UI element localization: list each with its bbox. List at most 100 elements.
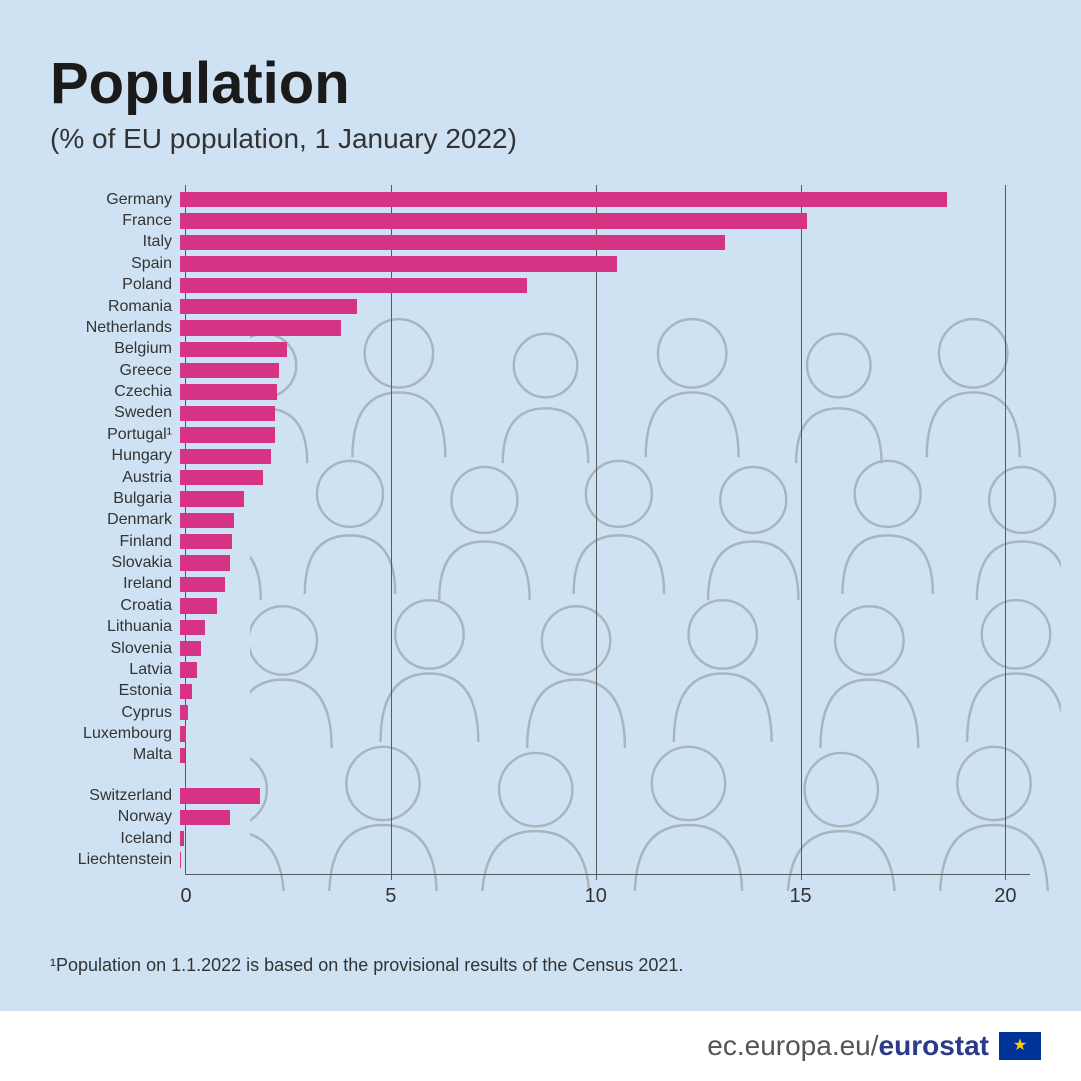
- footer: ec.europa.eu/eurostat ★: [0, 1011, 1081, 1081]
- bar-track: [180, 296, 1030, 317]
- bar-track: [180, 849, 1030, 870]
- bar-row: Romania: [50, 296, 1030, 317]
- bar: [180, 342, 287, 357]
- bar: [180, 213, 807, 228]
- bar-row: Lithuania: [50, 617, 1030, 638]
- bar-track: [180, 552, 1030, 573]
- bar-row: France: [50, 210, 1030, 231]
- bar-label: Iceland: [50, 830, 180, 848]
- bar-row: Switzerland: [50, 785, 1030, 806]
- bar-track: [180, 253, 1030, 274]
- bar-label: Spain: [50, 255, 180, 273]
- bar-label: Belgium: [50, 340, 180, 358]
- bar-row: Czechia: [50, 381, 1030, 402]
- bar-label: Switzerland: [50, 787, 180, 805]
- bar-row: Poland: [50, 275, 1030, 296]
- bar: [180, 256, 617, 271]
- bar-track: [180, 702, 1030, 723]
- bar-track: [180, 403, 1030, 424]
- bar-row: Latvia: [50, 659, 1030, 680]
- bar-row: Germany: [50, 189, 1030, 210]
- bar-track: [180, 638, 1030, 659]
- eu-flag-icon: ★: [999, 1032, 1041, 1060]
- chart-subtitle: (% of EU population, 1 January 2022): [50, 123, 1031, 155]
- bar: [180, 320, 341, 335]
- bar-track: [180, 317, 1030, 338]
- bar-row: Hungary: [50, 446, 1030, 467]
- main-panel: Population (% of EU population, 1 Januar…: [0, 0, 1081, 1011]
- chart-title: Population: [50, 50, 1031, 117]
- bar-label: Greece: [50, 362, 180, 380]
- bar-label: Liechtenstein: [50, 851, 180, 869]
- bar-track: [180, 828, 1030, 849]
- bar-row: Iceland: [50, 828, 1030, 849]
- bar: [180, 748, 185, 763]
- bar-label: Cyprus: [50, 704, 180, 722]
- bar-row: Cyprus: [50, 702, 1030, 723]
- bar: [180, 235, 725, 250]
- bar-track: [180, 488, 1030, 509]
- bar: [180, 363, 279, 378]
- bar-label: France: [50, 212, 180, 230]
- bar-track: [180, 339, 1030, 360]
- bar-track: [180, 467, 1030, 488]
- bar-row: Denmark: [50, 510, 1030, 531]
- bar-label: Finland: [50, 533, 180, 551]
- bar: [180, 662, 197, 677]
- bar-track: [180, 574, 1030, 595]
- x-tick-label: 10: [585, 885, 607, 908]
- bar-row: Malta: [50, 745, 1030, 766]
- bar-row: Spain: [50, 253, 1030, 274]
- bar-track: [180, 681, 1030, 702]
- bar-row: Slovenia: [50, 638, 1030, 659]
- bar: [180, 831, 184, 846]
- bar-label: Latvia: [50, 661, 180, 679]
- bar-track: [180, 446, 1030, 467]
- bar-label: Estonia: [50, 682, 180, 700]
- bar-track: [180, 785, 1030, 806]
- bar-row: Estonia: [50, 681, 1030, 702]
- bar: [180, 555, 230, 570]
- bar: [180, 788, 260, 803]
- bar-track: [180, 745, 1030, 766]
- bar-track: [180, 807, 1030, 828]
- bar-track: [180, 275, 1030, 296]
- footer-url-bold: eurostat: [879, 1030, 989, 1062]
- bar: [180, 449, 271, 464]
- bar-label: Norway: [50, 808, 180, 826]
- bar-label: Denmark: [50, 511, 180, 529]
- bar: [180, 577, 225, 592]
- footnote: ¹Population on 1.1.2022 is based on the …: [50, 955, 1031, 976]
- bar-label: Italy: [50, 233, 180, 251]
- bar-label: Slovakia: [50, 554, 180, 572]
- bar-row: Bulgaria: [50, 488, 1030, 509]
- bar-label: Croatia: [50, 597, 180, 615]
- bar-row: Sweden: [50, 403, 1030, 424]
- bar: [180, 726, 186, 741]
- bar-label: Malta: [50, 746, 180, 764]
- footer-url-prefix: ec.europa.eu/: [707, 1030, 878, 1062]
- bar-track: [180, 424, 1030, 445]
- bar: [180, 427, 275, 442]
- bar: [180, 278, 527, 293]
- bar-row: Greece: [50, 360, 1030, 381]
- bar-row: Belgium: [50, 339, 1030, 360]
- bar-row: Portugal¹: [50, 424, 1030, 445]
- bar: [180, 598, 217, 613]
- x-tick-label: 15: [789, 885, 811, 908]
- bar: [180, 641, 201, 656]
- bar-track: [180, 531, 1030, 552]
- bar-row: Liechtenstein: [50, 849, 1030, 870]
- bar-label: Germany: [50, 191, 180, 209]
- bar-label: Austria: [50, 469, 180, 487]
- bar-label: Lithuania: [50, 618, 180, 636]
- bar: [180, 620, 205, 635]
- bar-track: [180, 381, 1030, 402]
- bar-label: Slovenia: [50, 640, 180, 658]
- group-gap: [50, 766, 1030, 785]
- bar: [180, 534, 232, 549]
- bar: [180, 684, 192, 699]
- x-tick-label: 20: [994, 885, 1016, 908]
- bar-row: Netherlands: [50, 317, 1030, 338]
- bar-track: [180, 510, 1030, 531]
